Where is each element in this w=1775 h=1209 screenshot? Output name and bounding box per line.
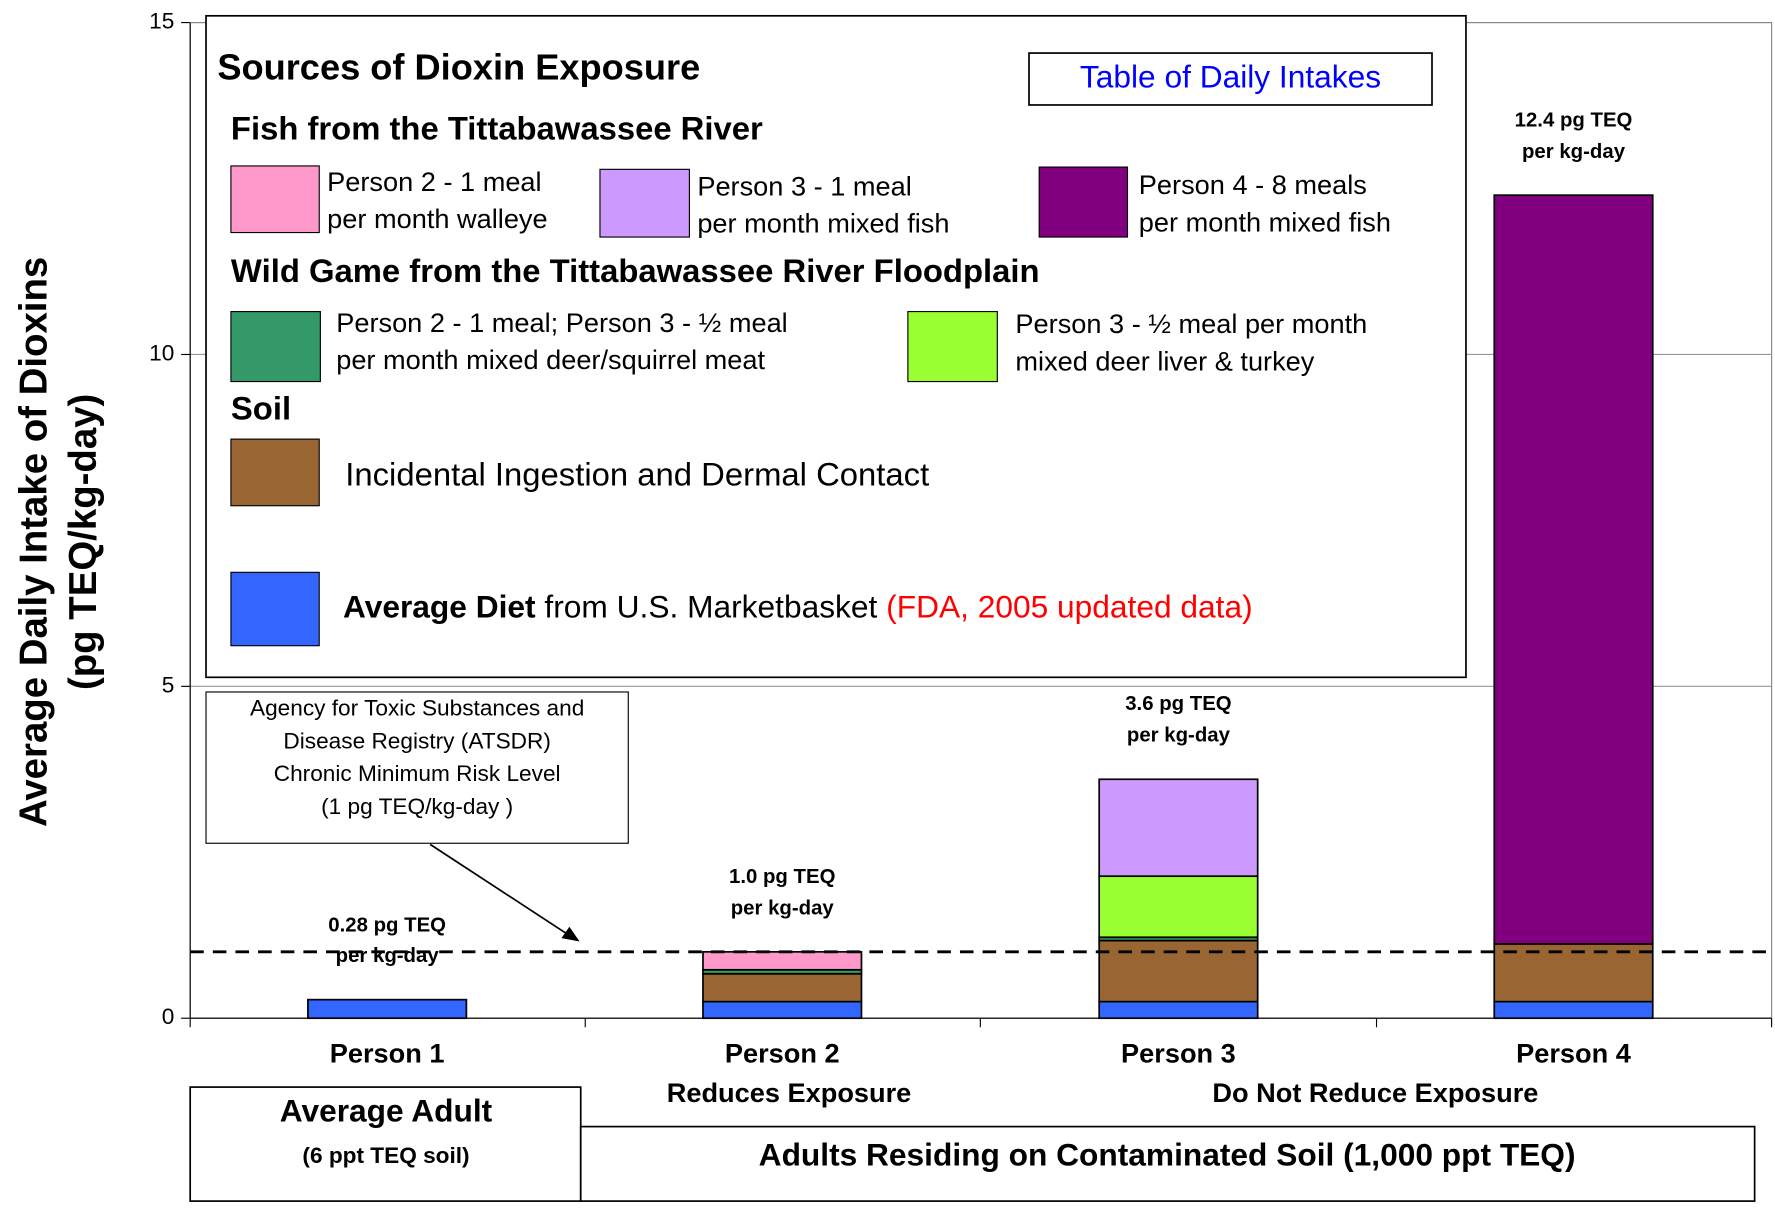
arrow-head [561,926,580,942]
legend-entry-box: Incidental Ingestion and Dermal Contact [345,457,930,494]
legend-entry-box: Person 4 - 8 meals per month mixed fish [1138,170,1391,238]
group-box [579,1125,1756,1202]
legend-entry-box: Person 3 - 1 meal per month mixed fish [697,171,950,239]
annotation-box: Agency for Toxic Substances and Disease … [249,696,585,820]
total-label: 0.28 pg TEQ per kg-day [328,912,447,967]
bar-segment [307,998,468,1020]
legend-entry-box: Person 2 - 1 meal; Person 3 - ½ meal per… [336,308,788,376]
bar-segment [1493,943,1654,1003]
category-note: Reduces Exposure [667,1077,912,1108]
legend-entry: Person 2 - 1 meal; Person 3 - ½ meal per… [336,308,788,376]
y-axis-label-box: Average Daily Intake of Dioxins (pg TEQ/… [12,256,106,827]
group-title: Average Adult [280,1092,493,1128]
legend-entry: Person 4 - 8 meals per month mixed fish [1138,170,1391,238]
legend-entry-box: Person 3 - ½ meal per month mixed deer l… [1015,309,1368,377]
legend-entry-box: Average Diet from U.S. Marketbasket (FDA… [343,587,1452,628]
total-label: 1.0 pg TEQ per kg-day [729,864,836,919]
annotation-box [205,691,629,844]
total-label-box: 12.4 pg TEQ per kg-day [1514,108,1633,163]
group-subtitle: (6 ppt TEQ soil) [302,1143,469,1168]
legend-entry: Average Diet from U.S. Marketbasket (FDA… [343,587,1452,628]
legend-name: Average Diet [343,589,536,625]
total-label-box: 0.28 pg TEQ per kg-day [328,912,447,967]
legend-title: Sources of Dioxin Exposure [217,47,700,88]
x-tick-label: Person 2 [725,1038,840,1069]
legend-swatch [599,168,690,238]
annotation-arrow [429,843,573,938]
bar-segment [1098,1000,1259,1020]
bar-segment [1493,194,1654,945]
y-axis-label: Average Daily Intake of Dioxins (pg TEQ/… [12,256,106,827]
category-note: Do Not Reduce Exposure [1212,1077,1538,1108]
legend-entry: Person 3 - ½ meal per month mixed deer l… [1015,309,1368,377]
legend-entry: Incidental Ingestion and Dermal Contact [345,457,930,494]
bar-segment [1098,778,1259,878]
total-label: 12.4 pg TEQ per kg-day [1514,108,1633,163]
x-tick-label: Person 4 [1516,1038,1631,1069]
legend-swatch [230,438,320,507]
y-tick-label: 5 [162,672,175,697]
legend-swatch [230,310,321,383]
y-tick-label: 15 [149,9,174,34]
group-title: Adults Residing on Contaminated Soil (1,… [759,1136,1576,1172]
y-tick-label: 0 [162,1004,175,1029]
bar-segment [702,972,863,1003]
total-label: 3.6 pg TEQ per kg-day [1125,692,1232,747]
x-tick-label: Person 1 [330,1038,445,1069]
legend-box [205,14,1467,679]
annotation: Agency for Toxic Substances and Disease … [249,696,585,820]
legend-entry: Person 3 - 1 meal per month mixed fish [697,171,950,239]
bar-segment [1493,1000,1654,1020]
legend-detail: from U.S. Marketbasket [544,589,878,625]
legend-swatch [907,310,998,383]
legend-entry-box: Person 2 - 1 meal per month walleye [327,167,548,235]
legend-swatch [230,165,320,234]
x-tick-label: Person 3 [1121,1038,1236,1069]
legend-source-note: (FDA, 2005 updated data) [886,589,1253,625]
legend-swatch [230,571,320,647]
y-tick-label: 10 [149,340,174,365]
legend-swatch [1038,166,1129,238]
legend-section: Wild Game from the Tittabawassee River F… [231,252,1040,289]
bar-segment [1098,939,1259,1003]
button-label[interactable]: Table of Daily Intakes [1080,58,1381,94]
bar-segment [702,951,863,971]
legend-section: Fish from the Tittabawassee River [231,110,763,147]
legend-section: Soil [231,390,291,427]
group-box [189,1086,582,1202]
total-label-box: 1.0 pg TEQ per kg-day [729,864,836,919]
button[interactable] [1028,52,1433,106]
bar-segment [1098,875,1259,939]
legend-entry: Person 2 - 1 meal per month walleye [327,167,548,235]
total-label-box: 3.6 pg TEQ per kg-day [1125,692,1232,747]
bar-segment [702,1000,863,1020]
